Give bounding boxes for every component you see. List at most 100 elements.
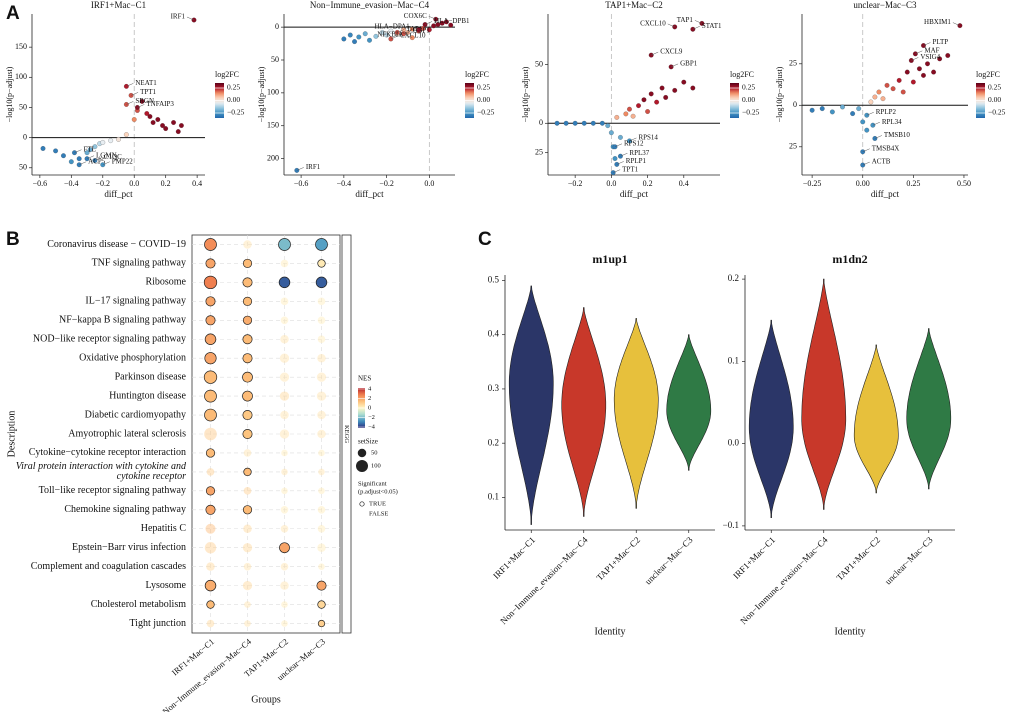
dot [278, 276, 291, 289]
legend-dot [357, 448, 367, 458]
point [175, 129, 181, 134]
gene-label: ACP5 [88, 157, 106, 165]
point [925, 61, 930, 67]
point [108, 138, 114, 144]
category-label: Tight junction [129, 618, 186, 629]
gene-leader [79, 161, 87, 165]
category-label: Lysosome [145, 580, 186, 591]
gene-label: CXCL10 [640, 20, 666, 28]
category-label: Hepatitis C [141, 523, 187, 534]
category-label: NOD−like receptor signaling pathway [33, 334, 186, 345]
point [663, 95, 669, 100]
dot [280, 297, 289, 306]
chart-title: m1up1 [592, 252, 627, 266]
gene-label: RPS12 [624, 139, 644, 147]
gene-label: PMP22 [112, 157, 134, 165]
point [884, 82, 890, 88]
dot [242, 543, 253, 553]
violin [906, 328, 952, 490]
point [367, 37, 372, 43]
legend-key [360, 512, 364, 516]
point [144, 111, 150, 116]
legend-label: TRUE [369, 500, 386, 507]
point [379, 30, 385, 35]
y-axis-title: −log10(p−adjust) [775, 66, 784, 122]
x-tick-label: 0.25 [906, 179, 920, 188]
gene-leader [872, 121, 880, 126]
gene-label: ACTB [872, 158, 891, 166]
dot [243, 449, 252, 457]
x-tick-label: 0.2 [161, 179, 171, 188]
x-tick-label: 0.00 [856, 179, 870, 188]
gene-label: PLTP [932, 38, 948, 46]
dot [204, 542, 217, 554]
dot [279, 429, 290, 439]
gene-leader [86, 155, 95, 159]
point [171, 120, 176, 125]
gene-leader [629, 137, 637, 142]
point [373, 33, 379, 39]
dot [242, 296, 253, 306]
x-tick-label: unclear−Mac−C3 [883, 534, 935, 586]
x-tick-label: Non−Immune_evasion−Mac−C4 [738, 534, 830, 626]
gene-leader [614, 143, 623, 148]
point [160, 123, 165, 128]
category-label: Parkinson disease [115, 371, 187, 382]
point [648, 91, 654, 97]
dot [317, 543, 326, 552]
dot [280, 562, 289, 571]
dot [281, 620, 288, 627]
category-label: IL−17 signaling pathway [85, 296, 186, 307]
y-tick-label: 0.1 [488, 492, 499, 502]
violin [613, 318, 659, 509]
point [931, 69, 936, 75]
dot [315, 276, 328, 289]
dot [280, 506, 289, 514]
dot [243, 467, 252, 477]
legend-title: Significant [358, 480, 387, 487]
point [860, 119, 866, 125]
panel-label: B [6, 229, 20, 250]
point [139, 99, 145, 104]
point [872, 94, 878, 100]
gene-label: RPL37 [629, 149, 649, 157]
x-tick-label: 0.4 [679, 179, 689, 188]
gene-leader [102, 161, 110, 165]
gene-label: RPS14 [638, 134, 658, 142]
point [131, 117, 137, 122]
point [123, 132, 129, 137]
dot [316, 372, 327, 382]
dot [203, 275, 218, 290]
gene-leader [403, 30, 411, 34]
gene-leader [616, 161, 624, 165]
dot [243, 240, 252, 249]
dot [243, 524, 252, 534]
x-tick-label: −0.6 [294, 179, 309, 188]
dot [318, 487, 325, 495]
gene-label: RPLP1 [626, 157, 647, 165]
gene-leader [94, 157, 103, 161]
gene-label: RPL34 [882, 118, 902, 126]
y-tick-label: 200 [267, 153, 279, 162]
x-tick-label: 0.0 [424, 179, 434, 188]
dot [318, 449, 325, 457]
dot [244, 601, 251, 608]
gene-label: GBP1 [680, 59, 698, 67]
dot [279, 353, 290, 363]
dot [318, 563, 325, 570]
dot [206, 468, 215, 476]
colorbar-label: 0.25 [988, 83, 1001, 92]
colorbar-label: 0.00 [742, 95, 755, 104]
gene-leader [692, 26, 700, 30]
point [384, 32, 390, 38]
colorbar-label: −0.25 [227, 108, 245, 117]
point [92, 144, 98, 150]
point [116, 137, 121, 142]
category-label: Viral protein interaction with cytokine … [16, 461, 187, 482]
dot [242, 371, 253, 383]
dot [205, 523, 216, 534]
colorbar-label: 0.00 [227, 95, 240, 104]
y-tick-label: 50 [271, 55, 279, 64]
gene-label: STAT1 [702, 22, 722, 30]
